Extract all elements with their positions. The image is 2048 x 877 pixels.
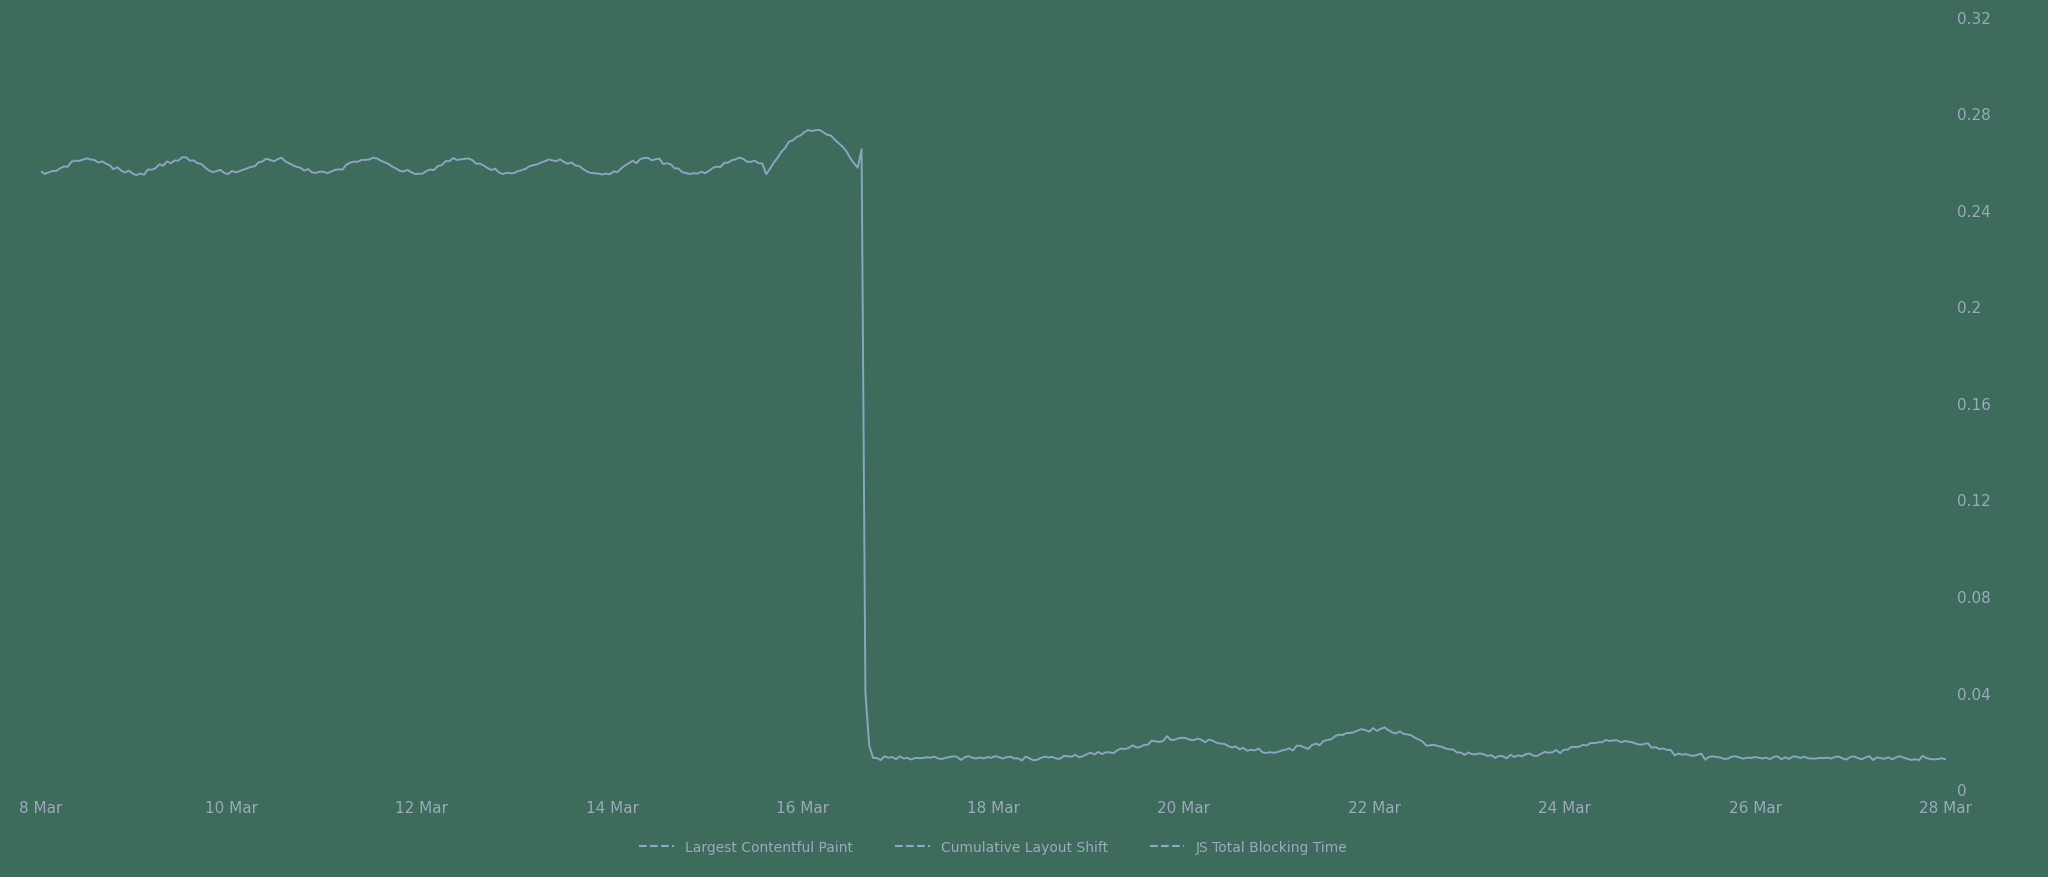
Legend: Largest Contentful Paint, Cumulative Layout Shift, JS Total Blocking Time: Largest Contentful Paint, Cumulative Lay… bbox=[635, 834, 1352, 859]
